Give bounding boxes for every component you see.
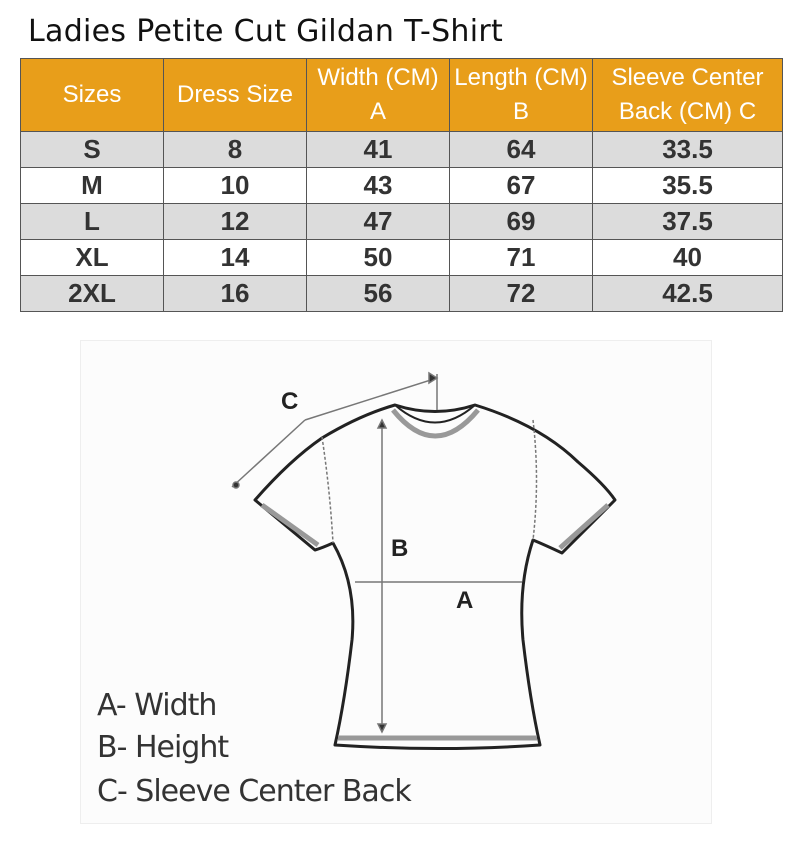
measure-line-c-shoulder	[304, 377, 438, 421]
table-row: L 12 47 69 37.5	[20, 203, 783, 240]
table-row: 2XL 16 56 72 42.5	[20, 275, 783, 312]
label-b: B	[391, 535, 408, 562]
size-table: Sizes Dress Size Width (CM) A Length (CM…	[20, 58, 783, 312]
header-width: Width (CM) A	[306, 58, 450, 132]
table-cell: 10	[163, 167, 307, 204]
table-cell: 35.5	[592, 167, 783, 204]
collar-line	[394, 404, 476, 424]
table-cell: 64	[449, 131, 593, 168]
table-cell: S	[20, 131, 164, 168]
legend-b: B- Height	[97, 730, 229, 765]
table-cell: 72	[449, 275, 593, 312]
measure-line-c-sleeve	[231, 419, 306, 488]
table-cell: 33.5	[592, 131, 783, 168]
table-cell: 71	[449, 239, 593, 276]
arrow-b-top	[376, 418, 388, 429]
header-dress-size: Dress Size	[163, 58, 307, 132]
table-cell: 12	[163, 203, 307, 240]
table-row: XL 14 50 71 40	[20, 239, 783, 276]
table-cell: 69	[449, 203, 593, 240]
table-row: M 10 43 67 35.5	[20, 167, 783, 204]
table-cell: L	[20, 203, 164, 240]
shirt-outline	[253, 403, 617, 750]
table-cell: 14	[163, 239, 307, 276]
table-cell: 16	[163, 275, 307, 312]
label-c: C	[281, 388, 298, 415]
table-cell: 37.5	[592, 203, 783, 240]
table-cell: 50	[306, 239, 450, 276]
table-cell: 41	[306, 131, 450, 168]
table-row: S 8 41 64 33.5	[20, 131, 783, 168]
collar-band	[391, 408, 480, 439]
table-cell: 2XL	[20, 275, 164, 312]
table-cell: XL	[20, 239, 164, 276]
legend-c: C- Sleeve Center Back	[97, 774, 412, 809]
right-sleeve-seam	[532, 419, 538, 541]
left-cuff-band	[260, 502, 320, 548]
table-cell: 8	[163, 131, 307, 168]
right-cuff-band	[558, 503, 610, 550]
arrow-b-bottom	[376, 723, 388, 734]
left-sleeve-seam	[321, 436, 334, 544]
page-title: Ladies Petite Cut Gildan T-Shirt	[28, 14, 504, 49]
table-cell: 42.5	[592, 275, 783, 312]
header-length: Length (CM) B	[449, 58, 593, 132]
table-header: Sizes Dress Size Width (CM) A Length (CM…	[20, 58, 783, 132]
arrow-c-end	[428, 371, 439, 385]
legend-a: A- Width	[97, 688, 217, 723]
measure-point-c-start	[232, 481, 240, 489]
header-sleeve: Sleeve Center Back (CM) C	[592, 58, 783, 132]
label-a: A	[456, 587, 473, 614]
table-cell: 43	[306, 167, 450, 204]
table-cell: 56	[306, 275, 450, 312]
header-sizes: Sizes	[20, 58, 164, 132]
